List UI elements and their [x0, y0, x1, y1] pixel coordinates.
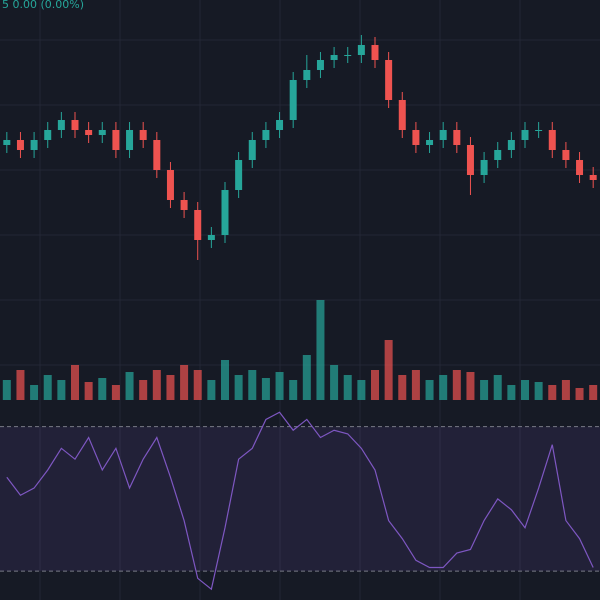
volume-bar: [561, 380, 570, 400]
volume-bar: [275, 372, 284, 400]
volume-bar: [71, 365, 79, 400]
candle-body: [466, 145, 474, 175]
volume-bar: [289, 380, 298, 400]
candle-body: [412, 130, 420, 145]
volume-bar: [425, 380, 434, 400]
rsi-band: [0, 426, 600, 572]
candle-body: [453, 130, 461, 145]
volume-bar: [152, 370, 161, 400]
candle-body: [494, 150, 502, 160]
candle-body: [344, 55, 352, 56]
volume-bar: [2, 380, 11, 400]
volume-bar: [439, 375, 448, 400]
candle-body: [303, 70, 311, 80]
candle-body: [57, 120, 65, 130]
volume-bar: [221, 360, 229, 400]
candle-body: [207, 235, 215, 240]
volume-bar: [575, 388, 584, 400]
volume-bar: [261, 378, 270, 400]
volume-bar: [343, 375, 352, 400]
volume-bar: [589, 385, 598, 400]
candle-body: [371, 45, 379, 60]
candle-body: [439, 130, 447, 140]
candle-body: [357, 45, 365, 55]
candle-body: [235, 160, 243, 190]
volume-bar: [166, 375, 175, 400]
volume-bar: [98, 378, 107, 400]
candle-body: [562, 150, 570, 160]
candle-body: [289, 80, 297, 120]
volume-bar: [330, 365, 339, 400]
candle-body: [521, 130, 529, 140]
volume-bar: [193, 370, 202, 400]
candle-body: [85, 130, 93, 135]
volume-bar: [371, 370, 379, 400]
candle-body: [480, 160, 488, 175]
volume-bar: [125, 372, 134, 400]
volume-bar: [180, 365, 189, 400]
volume-bar: [466, 372, 475, 400]
candle-body: [139, 130, 147, 140]
candle-body: [426, 140, 434, 145]
volume-bar: [111, 385, 120, 400]
candle-body: [194, 210, 202, 240]
candle-body: [30, 140, 38, 150]
volume-bar: [357, 380, 366, 400]
legend-text: 5 0.00 (0.00%): [2, 0, 84, 11]
candle-body: [98, 130, 106, 135]
candle-body: [16, 140, 24, 150]
volume-bar: [316, 300, 325, 400]
volume-bar: [207, 380, 216, 400]
volume-bar: [411, 370, 420, 400]
candle-body: [548, 130, 556, 150]
candle-body: [44, 130, 52, 140]
candle-body: [221, 190, 229, 235]
candle-body: [71, 120, 79, 130]
volume-bar: [452, 370, 461, 400]
volume-bar: [384, 340, 393, 400]
candle-body: [316, 60, 324, 70]
candle-body: [276, 120, 284, 130]
candle-body: [153, 140, 161, 170]
candle-body: [112, 130, 120, 150]
candle-body: [507, 140, 515, 150]
volume-bar: [234, 375, 243, 400]
volume-bar: [521, 380, 529, 400]
candle-body: [535, 130, 543, 131]
volume-bar: [30, 385, 39, 400]
candle-body: [262, 130, 270, 140]
volume-bar: [507, 385, 516, 400]
volume-bar: [534, 382, 543, 400]
candle-body: [3, 140, 11, 145]
candle-body: [398, 100, 406, 130]
candle-body: [330, 55, 338, 60]
volume-bar: [548, 385, 557, 400]
rsi-line: [6, 411, 594, 591]
candle-body: [248, 140, 256, 160]
candle-body: [576, 160, 584, 175]
volume-bar: [84, 382, 93, 400]
volume-bar: [398, 375, 407, 400]
volume-bar: [57, 380, 66, 400]
volume-bar: [493, 375, 502, 400]
volume-bar: [16, 370, 25, 400]
volume-bar: [43, 375, 52, 400]
volume-bar: [139, 380, 148, 400]
candle-body: [589, 175, 597, 180]
candle-body: [126, 130, 134, 150]
volume-bar: [302, 355, 311, 400]
candle-body: [180, 200, 188, 210]
volume-bar: [248, 370, 257, 400]
volume-bar: [480, 380, 489, 400]
candle-body: [166, 170, 174, 200]
candle-body: [385, 60, 393, 100]
